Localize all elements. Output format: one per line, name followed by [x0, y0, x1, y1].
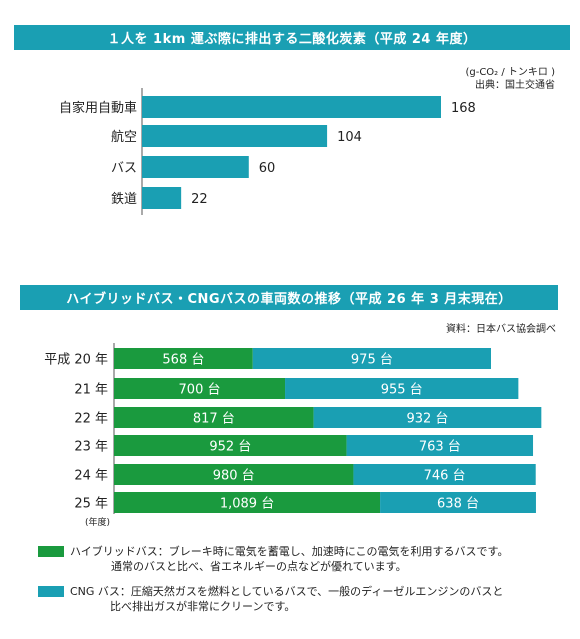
chart2-label-cng: 746 台	[424, 469, 466, 484]
chart2-source: 資料：日本バス協会調べ	[446, 324, 556, 335]
chart1-bar	[142, 125, 328, 147]
chart2-label-cng: 975 台	[351, 353, 393, 368]
chart1-value-label: 60	[259, 161, 276, 176]
chart2-bar-hybrid	[114, 435, 347, 456]
chart2-label-hybrid: 568 台	[162, 353, 204, 368]
chart2-label-hybrid: 1,089 台	[220, 497, 274, 512]
chart2-bar-cng	[346, 435, 534, 456]
chart2-year-label: 21 年	[74, 383, 108, 398]
chart2-label-cng: 763 台	[419, 440, 461, 455]
chart2-bar-hybrid	[114, 378, 286, 399]
chart2-label-cng: 932 台	[406, 412, 448, 427]
chart2-bar-cng	[313, 407, 542, 428]
chart2-year-label: 23 年	[74, 440, 108, 455]
chart2-year-label: 平成 20 年	[44, 353, 108, 368]
chart1-unit: (g-CO₂ / トンキロ )	[465, 67, 555, 78]
chart2-label-cng: 955 台	[381, 383, 423, 398]
legend-cng: CNG バス：圧縮天然ガスを燃料としているバスで、一般のディーゼルエンジンのバス…	[38, 584, 503, 614]
chart1-value-label: 22	[191, 192, 208, 207]
chart1-source: 出典：国土交通省	[475, 80, 555, 91]
chart2-title: ハイブリッドバス・CNGバスの車両数の推移（平成 26 年 3 月末現在）	[20, 285, 558, 310]
chart2-bar-hybrid	[114, 492, 381, 513]
legend-hybrid-swatch	[38, 546, 64, 557]
chart1-bar	[142, 96, 441, 118]
legend-cng-swatch	[38, 586, 64, 597]
chart2-bar-cng	[353, 464, 536, 485]
chart1-value-label: 104	[337, 130, 362, 145]
chart2-bar-cng	[252, 348, 491, 369]
chart2-year-label: 22 年	[74, 412, 108, 427]
legend-hybrid-text-1: ハイブリッドバス：ブレーキ時に電気を蓄電し、加速時にこの電気を利用するバスです。	[70, 545, 509, 558]
chart2-label-hybrid: 817 台	[193, 412, 235, 427]
chart1-category-label: 鉄道	[111, 192, 137, 207]
chart2-label-cng: 638 台	[437, 497, 479, 512]
chart1-title: １人を 1km 運ぶ際に排出する二酸化炭素（平成 24 年度）	[14, 25, 570, 50]
chart2-year-label: 25 年	[74, 497, 108, 512]
chart1-category-label: 航空	[111, 129, 137, 145]
chart2-label-hybrid: 700 台	[179, 383, 221, 398]
chart2-bar-hybrid	[114, 407, 314, 428]
chart2-bar-cng	[380, 492, 536, 513]
chart1-bar	[142, 187, 182, 209]
chart2-label-hybrid: 980 台	[213, 469, 255, 484]
legend-cng-text-1: CNG バス：圧縮天然ガスを燃料としているバスで、一般のディーゼルエンジンのバス…	[70, 585, 504, 598]
legend-hybrid-text-2: 通常のバスと比べ、省エネルギーの点などが優れています。	[111, 560, 407, 573]
chart1-value-label: 168	[451, 101, 476, 116]
chart2-year-label: 24 年	[74, 469, 108, 484]
chart1-category-label: バス	[111, 161, 137, 176]
chart2-bar-hybrid	[114, 348, 253, 369]
chart2-bar-hybrid	[114, 464, 354, 485]
chart2-year-unit: (年度)	[85, 518, 111, 528]
chart2-label-hybrid: 952 台	[209, 440, 251, 455]
chart2-bar-cng	[285, 378, 519, 399]
legend-cng-text-2: 比べ排出ガスが非常にクリーンです。	[110, 600, 296, 613]
legend-hybrid: ハイブリッドバス：ブレーキ時に電気を蓄電し、加速時にこの電気を利用するバスです。…	[38, 544, 508, 574]
chart1-bar	[142, 156, 249, 178]
chart1-category-label: 自家用自動車	[59, 100, 137, 116]
